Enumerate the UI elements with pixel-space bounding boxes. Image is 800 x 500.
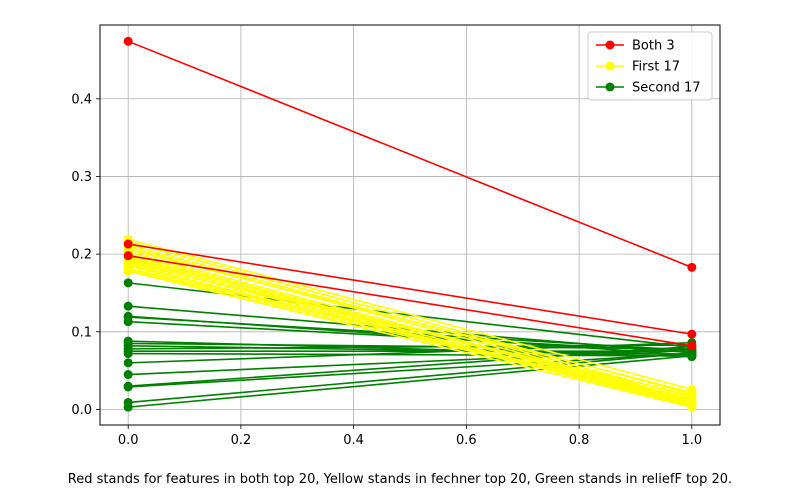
y-tick-label: 0.4 bbox=[71, 92, 92, 107]
x-tick-label: 0.6 bbox=[456, 433, 477, 448]
series-line-second-17 bbox=[128, 351, 692, 404]
data-point-second-17 bbox=[123, 382, 133, 392]
series-points bbox=[123, 36, 697, 412]
data-point-second-17 bbox=[123, 301, 133, 311]
data-point-both-3 bbox=[123, 36, 133, 46]
legend-label: Second 17 bbox=[632, 81, 701, 96]
figure-caption: Red stands for features in both top 20, … bbox=[67, 472, 733, 487]
plot-frame bbox=[99, 24, 721, 426]
legend-box bbox=[587, 31, 713, 101]
legend-swatch-marker bbox=[605, 40, 615, 50]
data-point-first-17 bbox=[123, 266, 133, 276]
series-line-both-3 bbox=[128, 254, 692, 347]
axis-ticks: 0.0 0.2 0.4 0.6 0.8 1.0 0.0 0.1 0.2 0.3 0.4 bbox=[71, 92, 702, 448]
y-tick-label: 0.1 bbox=[71, 325, 92, 340]
y-tick-label: 0.0 bbox=[71, 403, 92, 418]
data-point-second-17 bbox=[123, 358, 133, 368]
y-tick-label: 0.2 bbox=[71, 248, 92, 263]
series-line-first-17 bbox=[127, 248, 693, 394]
legend-label: Both 3 bbox=[632, 39, 675, 54]
legend: Both 3 First 17 Second 17 bbox=[587, 31, 713, 101]
series-line-both-3 bbox=[127, 40, 693, 269]
data-point-both-3 bbox=[687, 329, 697, 339]
legend-swatch-marker bbox=[605, 82, 615, 92]
series-line-second-17 bbox=[128, 341, 692, 364]
legend-swatch-marker bbox=[605, 61, 615, 71]
x-tick-label: 1.0 bbox=[681, 433, 702, 448]
legend-label: First 17 bbox=[632, 60, 680, 75]
series-line-first-17 bbox=[127, 238, 693, 391]
data-point-both-3 bbox=[123, 239, 133, 249]
data-point-second-17 bbox=[123, 370, 133, 380]
series-line-first-17 bbox=[127, 270, 693, 408]
y-tick-label: 0.3 bbox=[71, 170, 92, 185]
data-point-both-3 bbox=[123, 251, 133, 261]
x-tick-label: 0.0 bbox=[118, 433, 139, 448]
series-line-second-17 bbox=[128, 352, 692, 357]
series-line-both-3 bbox=[128, 243, 692, 335]
series-line-first-17 bbox=[127, 268, 693, 405]
data-point-second-17 bbox=[687, 351, 697, 361]
data-point-second-17 bbox=[123, 278, 133, 288]
data-point-first-17 bbox=[687, 402, 697, 412]
series-line-first-17 bbox=[127, 267, 693, 402]
x-tick-label: 0.2 bbox=[231, 433, 252, 448]
series-line-first-17 bbox=[127, 261, 693, 397]
data-point-both-3 bbox=[687, 262, 697, 272]
x-tick-label: 0.8 bbox=[569, 433, 590, 448]
data-point-both-3 bbox=[687, 341, 697, 351]
series-line-second-17 bbox=[128, 352, 692, 388]
data-point-second-17 bbox=[123, 349, 133, 359]
data-point-second-17 bbox=[123, 317, 133, 327]
series-lines bbox=[127, 40, 693, 408]
series-line-second-17 bbox=[128, 345, 692, 387]
data-point-second-17 bbox=[123, 402, 133, 412]
x-tick-label: 0.4 bbox=[343, 433, 364, 448]
